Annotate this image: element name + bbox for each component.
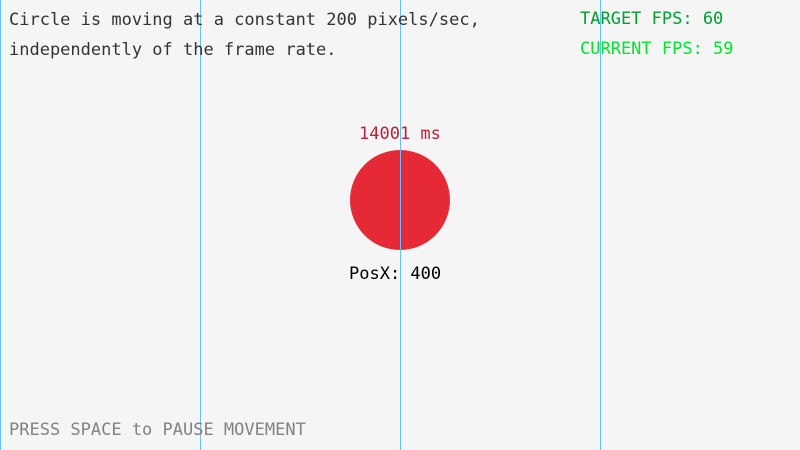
- current-fps: CURRENT FPS: 59: [580, 39, 734, 59]
- grid-line: [400, 0, 401, 450]
- info-line-2: independently of the frame rate.: [9, 40, 337, 60]
- info-line-1: Circle is moving at a constant 200 pixel…: [9, 10, 480, 30]
- position-x: PosX: 400: [349, 264, 442, 284]
- grid-line: [0, 0, 1, 450]
- target-fps: TARGET FPS: 60: [580, 9, 724, 29]
- elapsed-time: 14001 ms: [359, 124, 441, 144]
- grid-line: [200, 0, 201, 450]
- pause-hint: PRESS SPACE to PAUSE MOVEMENT: [9, 420, 306, 440]
- grid-line: [600, 0, 601, 450]
